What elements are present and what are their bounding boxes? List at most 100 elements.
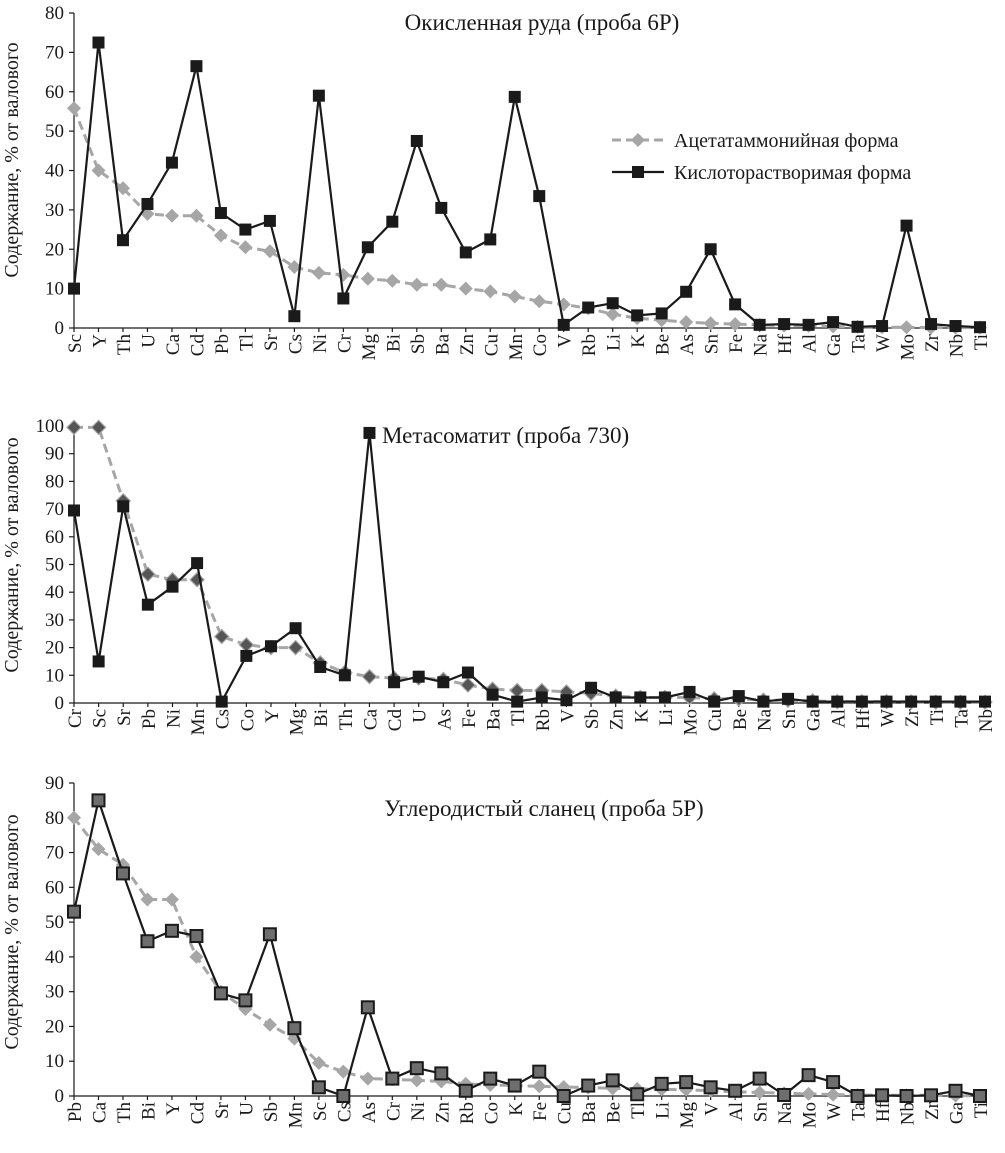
acid-point-y: [264, 640, 277, 653]
x-category-label-cs: Cs: [334, 1102, 355, 1122]
x-category-label-ba: Ba: [579, 1101, 600, 1123]
acetate-point-w: [826, 1087, 841, 1102]
x-category-label-u: U: [410, 709, 431, 723]
y-tick-label: 80: [45, 471, 64, 492]
x-category-label-zn: Zn: [432, 1102, 453, 1124]
x-category-label-mo: Mo: [898, 334, 919, 360]
x-category-label-ga: Ga: [804, 708, 825, 731]
acetate-point-as: [360, 1071, 375, 1086]
acid-point-ti: [973, 1089, 987, 1103]
y-tick-label: 80: [45, 3, 64, 24]
acid-point-co: [533, 190, 546, 203]
acetate-point-cs: [336, 1064, 351, 1079]
acetate-point-ca: [164, 208, 179, 223]
x-category-label-ca: Ca: [163, 333, 184, 355]
legend-acetate-label: Ацетатаммонийная форма: [674, 130, 899, 152]
acid-series-line: [72, 799, 981, 1098]
x-category-label-zr: Zr: [922, 333, 943, 352]
x-category-label-rb: Rb: [533, 709, 554, 731]
x-category-label-sc: Sc: [310, 1102, 331, 1121]
x-category-label-sr: Sr: [212, 1101, 233, 1119]
x-category-label-sn: Sn: [779, 709, 800, 730]
acid-point-tl: [630, 1087, 645, 1102]
x-category-label-sn: Sn: [702, 334, 723, 355]
acid-point-hf: [778, 318, 791, 331]
x-category-label-al: Al: [726, 1102, 747, 1121]
acid-point-ga: [806, 695, 819, 708]
acid-point-nb: [979, 695, 991, 708]
chart-2-title: Метасоматит (проба 730): [382, 423, 629, 448]
x-category-label-al: Al: [800, 334, 821, 353]
x-category-label-k: K: [631, 709, 652, 723]
x-category-label-mo: Mo: [800, 1102, 821, 1128]
acid-point-tl: [239, 223, 252, 236]
acid-point-ta: [850, 1089, 865, 1103]
acetate-point-bi: [140, 892, 155, 907]
x-category-label-bi: Bi: [138, 1102, 159, 1120]
y-tick-label: 30: [45, 610, 64, 631]
chart-3-axes: [73, 783, 980, 1097]
acetate-point-sb: [409, 277, 424, 292]
x-category-label-sb: Sb: [408, 334, 429, 354]
x-category-label-ca: Ca: [360, 708, 381, 730]
acetate-series-line: [74, 425, 985, 704]
x-category-label-zn: Zn: [607, 709, 628, 731]
x-category-label-nb: Nb: [898, 1102, 919, 1125]
legend-acid-marker: [632, 166, 644, 178]
acid-point-ba: [486, 688, 499, 701]
x-category-label-be: Be: [730, 709, 751, 730]
y-tick-label: 40: [45, 161, 64, 182]
acid-point-sb: [410, 134, 423, 147]
acetate-point-ba: [434, 277, 449, 292]
x-category-label-w: W: [824, 1102, 845, 1120]
acid-point-k: [634, 691, 647, 704]
y-tick-label: 70: [45, 499, 64, 520]
x-category-label-mn: Mn: [506, 334, 527, 361]
acid-point-u: [141, 197, 154, 210]
x-category-label-mo: Mo: [681, 709, 702, 735]
acid-point-mg: [361, 241, 374, 254]
chart-3-title: Углеродистый сланец (проба 5Р): [384, 796, 703, 821]
legend-acid-label: Кислоторастворимая форма: [674, 162, 911, 184]
acid-point-sr: [213, 986, 228, 1001]
acetate-point-sn: [752, 1085, 767, 1100]
acetate-point-cd: [189, 208, 204, 223]
x-category-label-ti: Ti: [971, 1102, 992, 1118]
acid-point-ca: [165, 156, 178, 169]
acid-point-bi: [386, 215, 399, 228]
acid-point-be: [605, 1073, 620, 1088]
acetate-point-sr: [262, 244, 277, 259]
x-category-label-cr: Cr: [65, 708, 86, 728]
x-category-label-cu: Cu: [555, 1102, 576, 1125]
x-category-label-k: K: [506, 1102, 527, 1116]
y-tick-label: 90: [45, 444, 64, 465]
acid-point-y: [164, 923, 179, 938]
acid-point-mn: [508, 90, 521, 103]
x-category-label-fe: Fe: [530, 1102, 551, 1121]
x-category-label-hf: Hf: [853, 708, 874, 729]
x-category-label-ba: Ba: [432, 333, 453, 355]
x-category-label-y: Y: [163, 1102, 184, 1116]
x-category-label-be: Be: [653, 334, 674, 355]
acid-point-sn: [782, 692, 795, 705]
acetate-point-co: [238, 636, 255, 653]
x-category-label-th: Th: [114, 334, 135, 356]
acid-point-hf: [855, 695, 868, 708]
acid-point-fe: [729, 298, 742, 311]
x-category-label-cd: Cd: [187, 1102, 208, 1125]
acid-point-sc: [68, 282, 80, 295]
x-category-label-pb: Pb: [212, 334, 233, 354]
y-tick-label: 10: [45, 665, 64, 686]
acid-point-ni: [312, 89, 325, 102]
chart-panel-1: Окисленная руда (проба 6Р) Содержание, %…: [1, 3, 992, 360]
chart-3-series: [67, 793, 987, 1103]
acid-point-w: [876, 320, 889, 333]
acid-point-zr: [924, 1088, 939, 1103]
x-category-label-hf: Hf: [775, 333, 796, 354]
acid-point-th: [116, 234, 129, 247]
chart-1-title: Окисленная руда (проба 6Р): [405, 10, 680, 35]
acid-point-u: [412, 670, 425, 683]
x-category-label-sc: Sc: [90, 709, 111, 728]
acid-point-zr: [925, 318, 938, 331]
y-tick-label: 60: [45, 527, 64, 548]
